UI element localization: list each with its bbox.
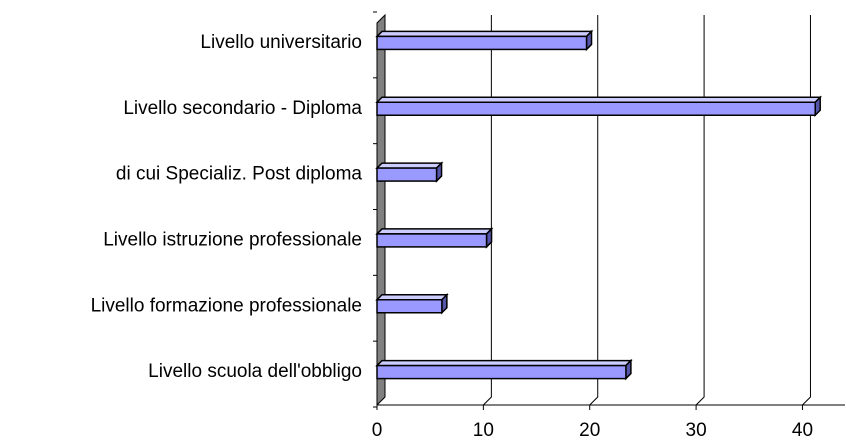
x-tick-label: 40 [792, 420, 813, 441]
grid-line [695, 15, 705, 406]
grid-line [802, 15, 811, 406]
y-tick-label: Livello formazione professionale [91, 295, 362, 316]
x-tick-label: 30 [686, 420, 707, 441]
bar [376, 167, 438, 182]
back-wall [376, 13, 386, 407]
y-tick-label: Livello scuola dell'obbligo [148, 361, 362, 382]
bar [376, 233, 488, 248]
x-tick-label: 10 [473, 420, 494, 441]
bar [376, 35, 588, 51]
grid-line [483, 15, 492, 406]
y-tick-label: di cui Specializ. Post diploma [116, 164, 362, 185]
y-tick-label: Livello universitario [200, 32, 362, 53]
grid-line [589, 15, 599, 406]
bar [376, 364, 627, 380]
y-tick-label: Livello istruzione professionale [103, 229, 362, 250]
x-tick-label: 0 [372, 420, 383, 441]
bar [376, 299, 443, 314]
bar [376, 101, 816, 116]
x-tick-label: 20 [579, 420, 600, 441]
y-tick-label: Livello secondario - Diploma [123, 98, 362, 119]
